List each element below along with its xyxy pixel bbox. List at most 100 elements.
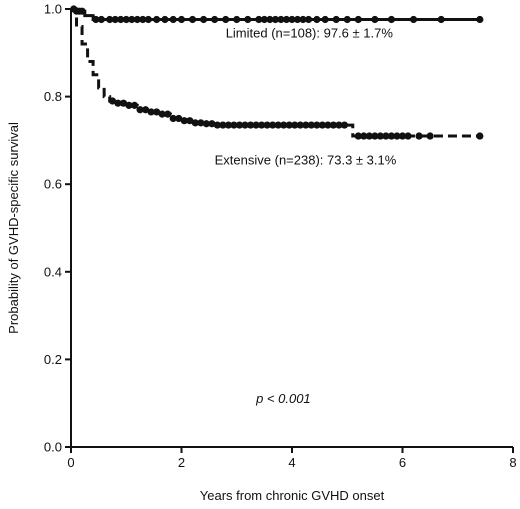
- censor-mark: [263, 121, 271, 129]
- x-axis-title: Years from chronic GVHD onset: [200, 488, 385, 503]
- p-value-annotation: p < 0.001: [255, 391, 311, 406]
- censor-mark: [188, 15, 197, 24]
- censor-mark: [393, 132, 401, 140]
- censor-mark: [130, 101, 139, 109]
- censor-mark: [175, 114, 183, 123]
- censor-mark: [371, 132, 379, 140]
- censor-mark: [376, 132, 384, 140]
- censor-mark: [161, 15, 169, 24]
- censor-mark: [382, 132, 390, 140]
- censor-mark: [119, 99, 128, 107]
- y-tick-label: 1.0: [44, 2, 62, 17]
- censor-mark: [117, 15, 125, 24]
- censor-mark: [360, 132, 368, 140]
- censor-mark: [133, 15, 141, 24]
- censor-mark: [186, 117, 194, 125]
- x-tick-label: 4: [288, 455, 295, 470]
- censor-mark: [426, 132, 434, 140]
- censor-mark: [147, 108, 155, 116]
- y-tick-label: 0.8: [44, 89, 62, 104]
- censor-mark: [371, 15, 379, 24]
- censor-mark: [313, 15, 321, 24]
- y-tick-label: 0.0: [44, 440, 62, 455]
- censor-mark: [241, 121, 249, 129]
- censor-mark: [476, 132, 484, 140]
- censor-mark: [169, 15, 177, 24]
- axes: 0.0 0.2 0.4 0.6 0.8 1.0 0 2 4 6 8: [44, 2, 517, 471]
- censor-mark: [269, 121, 277, 129]
- limited-annotation: Limited (n=108): 97.6 ± 1.7%: [226, 25, 394, 40]
- x-tick-label: 8: [509, 455, 516, 470]
- censor-mark: [97, 15, 105, 24]
- censor-mark: [258, 121, 266, 129]
- censor-mark: [409, 15, 418, 24]
- censor-mark: [260, 15, 268, 24]
- censor-mark: [271, 15, 280, 24]
- censor-mark: [266, 15, 274, 24]
- x-tick-label: 2: [178, 455, 185, 470]
- censor-mark: [244, 15, 252, 24]
- x-tick-label: 0: [67, 455, 74, 470]
- censor-mark: [293, 15, 302, 24]
- censor-mark: [437, 15, 445, 24]
- censor-mark: [307, 121, 315, 129]
- censor-mark: [335, 121, 343, 129]
- censor-mark: [169, 114, 177, 123]
- censor-mark: [296, 121, 304, 129]
- censor-mark: [387, 15, 396, 24]
- censor-mark: [255, 15, 263, 24]
- censor-mark: [230, 121, 238, 129]
- censor-mark: [122, 15, 130, 24]
- y-tick-label: 0.6: [44, 177, 62, 192]
- censor-mark: [285, 121, 293, 129]
- censor-mark: [274, 121, 282, 129]
- censor-mark: [208, 120, 216, 128]
- censor-mark: [114, 99, 122, 107]
- censor-mark: [321, 15, 329, 24]
- censor-mark: [180, 117, 188, 125]
- censor-mark: [299, 15, 307, 24]
- censor-mark: [211, 15, 219, 24]
- censor-mark: [92, 15, 100, 24]
- censor-mark: [200, 15, 208, 24]
- censor-mark: [158, 110, 166, 118]
- censor-mark: [291, 121, 299, 129]
- censor-mark: [354, 132, 362, 140]
- series-limited: [70, 5, 484, 24]
- censor-mark: [144, 15, 152, 24]
- censor-mark: [222, 15, 230, 24]
- censor-mark: [164, 110, 172, 118]
- censor-mark: [318, 121, 326, 129]
- censor-mark: [153, 108, 161, 116]
- censor-mark: [128, 15, 136, 24]
- censor-mark: [136, 106, 144, 114]
- censor-mark: [343, 15, 351, 24]
- censor-mark: [302, 121, 310, 129]
- censor-mark: [235, 121, 244, 129]
- series-extensive: [71, 7, 484, 140]
- censor-mark: [202, 120, 210, 128]
- censor-mark: [219, 121, 227, 129]
- censor-mark: [252, 121, 260, 129]
- censor-mark: [415, 132, 423, 140]
- y-tick-label: 0.4: [44, 264, 62, 279]
- censor-mark: [313, 121, 321, 129]
- censor-mark: [78, 7, 86, 15]
- censor-mark: [125, 101, 133, 109]
- censor-mark: [365, 132, 373, 140]
- censor-mark: [177, 15, 186, 24]
- annotations-layer: Limited (n=108): 97.6 ± 1.7% Extensive (n…: [215, 25, 397, 406]
- series-layer: [70, 5, 484, 140]
- censor-mark: [304, 15, 313, 24]
- censor-mark: [329, 121, 338, 129]
- censor-mark: [277, 15, 285, 24]
- censor-mark: [197, 119, 205, 127]
- censor-mark: [404, 132, 412, 140]
- y-tick-label: 0.2: [44, 352, 62, 367]
- censor-mark: [288, 15, 296, 24]
- censor-mark: [111, 15, 119, 24]
- y-axis-title: Probability of GVHD-specific survival: [6, 122, 21, 334]
- x-tick-label: 6: [399, 455, 406, 470]
- censor-mark: [139, 15, 147, 24]
